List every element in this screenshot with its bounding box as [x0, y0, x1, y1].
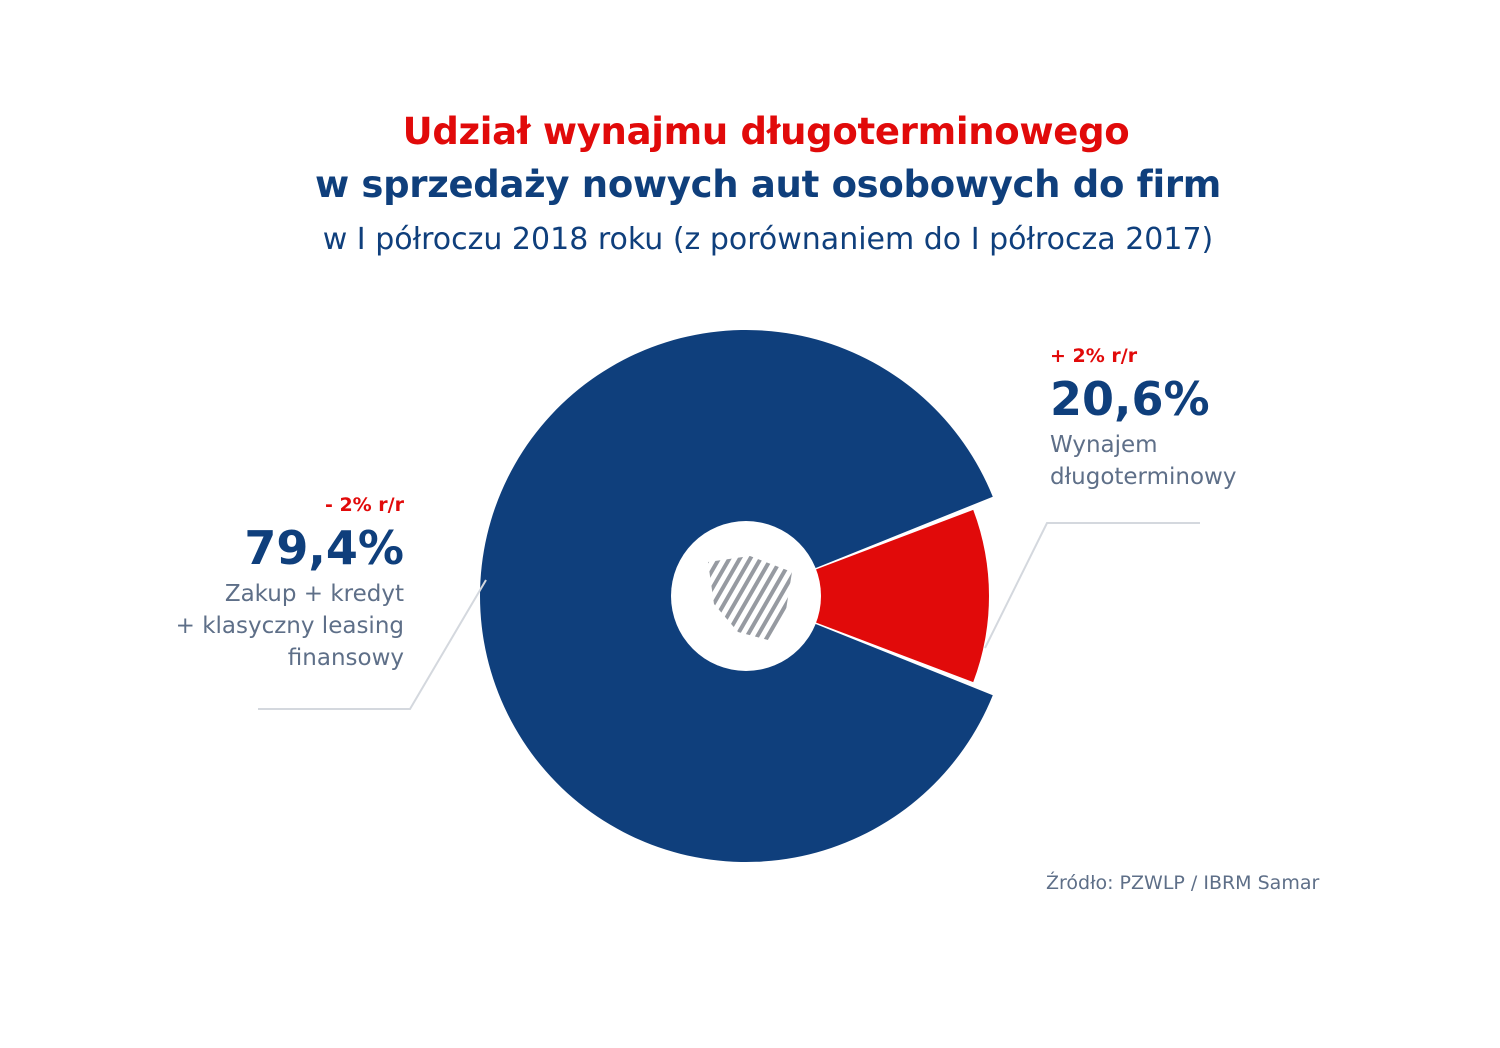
slice-label-line: finansowy — [287, 645, 404, 671]
label-purchase-credit-leasing: - 2% r/r 79,4% Zakup + kredyt + klasyczn… — [176, 492, 404, 674]
source-note: Źródło: PZWLP / IBRM Samar — [1046, 872, 1320, 894]
emblem-icon — [708, 556, 792, 640]
leader-line-left — [258, 579, 487, 710]
chart-title-line2: w sprzedaży nowych aut osobowych do firm — [314, 163, 1222, 206]
value-label: 20,6% — [1050, 372, 1210, 426]
change-label: + 2% r/r — [1050, 345, 1138, 367]
value-label: 79,4% — [244, 521, 404, 575]
chart-subtitle: w I półroczu 2018 roku (z porównaniem do… — [322, 222, 1214, 257]
slice-label-line: + klasyczny leasing — [175, 613, 404, 639]
slice-label-line: długoterminowy — [1050, 464, 1237, 490]
pie-slice-long-term-rental — [746, 509, 990, 683]
chart-title-line1: Udział wynajmu długoterminowego — [402, 110, 1130, 153]
label-long-term-rental: + 2% r/r 20,6% Wynajem długoterminowy — [1050, 343, 1236, 493]
slice-label-line: Zakup + kredyt — [224, 581, 404, 607]
change-label: - 2% r/r — [324, 494, 404, 516]
slice-label-line: Wynajem — [1050, 432, 1158, 458]
leader-line-right — [984, 522, 1200, 649]
